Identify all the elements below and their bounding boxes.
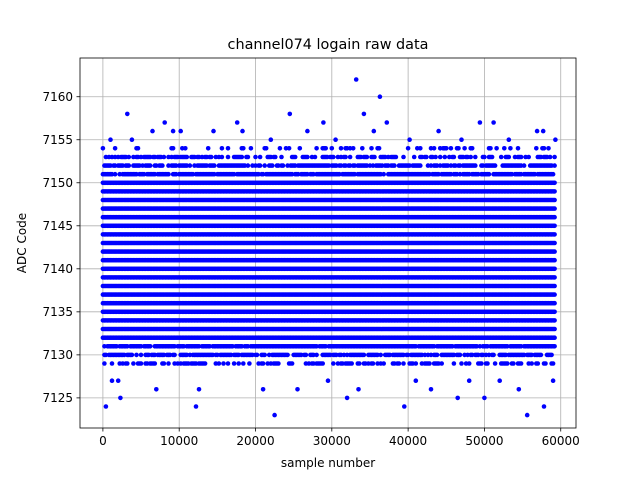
data-point [139, 353, 144, 358]
data-point [217, 361, 222, 366]
data-point [552, 232, 557, 237]
data-point [349, 361, 354, 366]
data-point [485, 361, 490, 366]
data-point [153, 361, 158, 366]
data-point [314, 353, 319, 358]
data-point [134, 353, 139, 358]
data-point [439, 361, 444, 366]
data-point [401, 361, 406, 366]
data-point [549, 353, 554, 358]
data-point [519, 361, 524, 366]
data-point [261, 361, 266, 366]
data-point [552, 241, 557, 246]
data-point [255, 353, 260, 358]
data-point [552, 301, 557, 306]
data-point [529, 361, 534, 366]
data-point [493, 361, 498, 366]
data-point [236, 361, 241, 366]
data-point [203, 361, 208, 366]
data-point [247, 361, 252, 366]
data-point [381, 361, 386, 366]
data-point [505, 361, 510, 366]
data-point [551, 361, 556, 366]
data-point [511, 361, 516, 366]
data-point [232, 361, 237, 366]
data-point [148, 344, 153, 349]
data-point [414, 361, 419, 366]
data-point [479, 361, 484, 366]
data-point [162, 361, 167, 366]
data-point [427, 361, 432, 366]
data-point [290, 361, 295, 366]
data-point [285, 353, 290, 358]
data-point [378, 353, 383, 358]
data-point [102, 361, 107, 366]
data-point [172, 353, 177, 358]
data-point [552, 249, 557, 254]
data-point [320, 361, 325, 366]
data-point [552, 284, 557, 289]
data-point [371, 361, 376, 366]
data-point [552, 310, 557, 315]
data-point [552, 335, 557, 340]
data-point [331, 361, 336, 366]
data-point [552, 224, 557, 229]
data-point [276, 361, 281, 366]
data-point [397, 361, 402, 366]
data-point [357, 361, 362, 366]
data-point [304, 353, 309, 358]
data-point [452, 361, 457, 366]
data-point [552, 318, 557, 323]
data-point [539, 353, 544, 358]
data-point [552, 292, 557, 297]
data-point [166, 361, 171, 366]
data-point [458, 353, 463, 358]
data-point [125, 361, 130, 366]
data-point [467, 361, 472, 366]
data-point [543, 361, 548, 366]
data-point [262, 353, 267, 358]
data-point [110, 361, 115, 366]
data-point [131, 361, 136, 366]
data-point [536, 361, 541, 366]
data-point [226, 361, 231, 366]
data-point [221, 361, 226, 366]
data-point [552, 327, 557, 332]
data-point [139, 361, 144, 366]
data-point [459, 361, 464, 366]
data-point [241, 361, 246, 366]
data-point [552, 267, 557, 272]
data-point [491, 353, 496, 358]
data-point [435, 353, 440, 358]
data-point [552, 275, 557, 280]
data-point [130, 353, 135, 358]
data-point [362, 353, 367, 358]
data-point [552, 344, 557, 349]
data-point [552, 258, 557, 263]
